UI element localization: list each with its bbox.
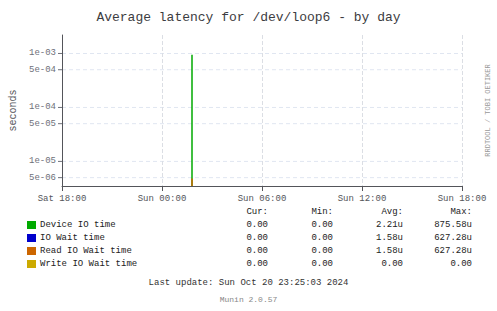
svg-text:Device IO time: Device IO time [40, 220, 116, 230]
svg-text:Write IO Wait time: Write IO Wait time [40, 259, 137, 269]
svg-text:Sun 18:00: Sun 18:00 [438, 194, 487, 204]
svg-text:RRDTOOL / TOBI OETIKER: RRDTOOL / TOBI OETIKER [484, 63, 492, 156]
svg-text:1e-03: 1e-03 [29, 48, 56, 58]
svg-text:Sun 12:00: Sun 12:00 [338, 194, 387, 204]
svg-text:Read IO Wait time: Read IO Wait time [40, 246, 132, 256]
svg-text:Min:: Min: [311, 207, 333, 217]
svg-text:0.00: 0.00 [311, 246, 333, 256]
svg-text:1e-04: 1e-04 [29, 102, 56, 112]
svg-text:2.21u: 2.21u [376, 220, 403, 230]
svg-text:0.00: 0.00 [246, 246, 268, 256]
svg-text:Last update: Sun Oct 20 23:25:: Last update: Sun Oct 20 23:25:03 2024 [149, 278, 349, 288]
svg-text:627.28u: 627.28u [434, 246, 472, 256]
svg-text:IO Wait time: IO Wait time [40, 233, 105, 243]
svg-text:seconds: seconds [8, 89, 19, 131]
svg-text:627.28u: 627.28u [434, 233, 472, 243]
svg-text:Cur:: Cur: [246, 207, 268, 217]
svg-text:0.00: 0.00 [450, 259, 472, 269]
svg-text:Sun 00:00: Sun 00:00 [138, 194, 187, 204]
svg-text:Average latency for /dev/loop6: Average latency for /dev/loop6 - by day [96, 10, 400, 25]
svg-text:1.58u: 1.58u [376, 246, 403, 256]
svg-text:0.00: 0.00 [246, 233, 268, 243]
svg-text:5e-06: 5e-06 [29, 173, 56, 183]
svg-text:0.00: 0.00 [311, 233, 333, 243]
svg-text:0.00: 0.00 [381, 259, 403, 269]
svg-text:Sun 06:00: Sun 06:00 [238, 194, 287, 204]
svg-text:Sat 18:00: Sat 18:00 [38, 194, 87, 204]
svg-text:5e-04: 5e-04 [29, 65, 56, 75]
svg-text:5e-05: 5e-05 [29, 119, 56, 129]
svg-text:Avg:: Avg: [381, 207, 403, 217]
svg-text:Max:: Max: [450, 207, 472, 217]
svg-text:875.58u: 875.58u [434, 220, 472, 230]
svg-text:1.58u: 1.58u [376, 233, 403, 243]
svg-text:1e-05: 1e-05 [29, 156, 56, 166]
svg-text:0.00: 0.00 [246, 259, 268, 269]
svg-text:0.00: 0.00 [311, 259, 333, 269]
svg-text:0.00: 0.00 [246, 220, 268, 230]
svg-text:Munin 2.0.57: Munin 2.0.57 [220, 295, 278, 304]
svg-text:0.00: 0.00 [311, 220, 333, 230]
